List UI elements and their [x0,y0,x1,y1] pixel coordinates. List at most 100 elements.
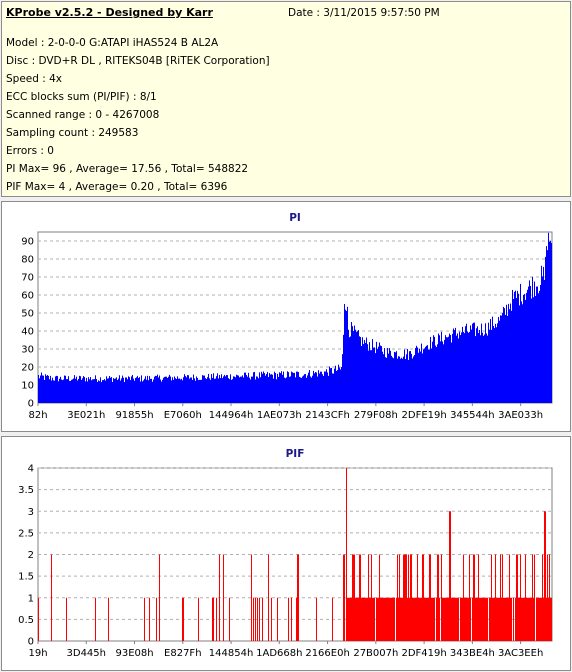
pi-bar [117,380,118,403]
pif-bar [513,597,514,641]
pif-bar [452,597,453,641]
pi-bar [399,356,400,403]
pif-bar [406,554,407,641]
pi-bar [183,377,184,403]
pi-bar [436,347,437,403]
x-tick-label: 2166E0h [305,648,349,659]
pi-bar [440,341,441,403]
pi-bar [87,381,88,403]
pi-bar [321,371,322,403]
pi-bar [176,378,177,403]
pi-bar [443,344,444,403]
pi-bar [360,337,361,403]
pi-bar [400,358,401,403]
pi-bar [186,377,187,403]
pi-bar [460,335,461,403]
pi-bar [95,375,96,403]
pi-bar [133,378,134,403]
pi-bar [545,256,546,403]
pi-bar [365,342,366,403]
pi-bar [505,314,506,403]
pi-bar [298,372,299,403]
pi-bar [427,345,428,403]
pi-bar [425,346,426,403]
ecc-line: ECC blocks sum (PI/PIF) : 8/1 [6,91,157,103]
pif-bar [516,554,517,641]
pi-bar [113,378,114,403]
pi-bar [407,348,408,403]
pi-bar [173,379,174,403]
pif-bar [510,597,511,641]
pi-bar [99,381,100,403]
pi-bar [299,376,300,403]
pif-bar [198,597,199,641]
pif-bar [259,597,260,641]
pif-bar [421,597,422,641]
pi-bar [191,377,192,403]
pi-bar [462,326,463,403]
pi-bar [535,295,536,403]
pif-bar [383,597,384,641]
pi-bar [527,289,528,403]
pi-bar [294,372,295,403]
pi-bar [263,371,264,403]
pif-bar [377,597,378,641]
pif-bar [362,597,363,641]
pif-bar [506,597,507,641]
pif-bar [365,597,366,641]
x-tick-label: 345544h [450,410,495,421]
pif-bar [527,597,528,641]
pi-bar [157,374,158,403]
pi-bar [205,378,206,403]
pi-bar [101,382,102,403]
pi-bar [364,339,365,403]
pif-bar [484,597,485,641]
pi-bar [447,337,448,403]
pi-bar [79,375,80,403]
pi-bar [228,378,229,403]
pif-bar [347,597,348,641]
pi-bar [531,298,532,403]
pi-bar [309,370,310,403]
y-tick-label: 30 [21,345,34,356]
pi-bar [392,357,393,403]
pi-bar [300,377,301,403]
pi-bar [313,370,314,403]
pi-bar [144,378,145,403]
pi-bar [496,327,497,403]
pif-bar [489,597,490,641]
pif-bar [363,597,364,641]
pif-bar [478,554,479,641]
pif-bar [396,597,397,641]
pif-bar [491,554,492,641]
pi-bar [513,298,514,403]
pi-bar [223,376,224,403]
pif-bar [374,597,375,641]
pif-bar [410,554,411,641]
pi-bar [316,372,317,403]
pif-bar [503,597,504,641]
pi-bar [355,329,356,403]
pi-bar [68,376,69,403]
pif-bar [509,554,510,641]
pi-bar [141,375,142,403]
pif-bar [475,597,476,641]
pi-bar [393,358,394,403]
pi-bar [175,378,176,403]
pi-bar [102,380,103,403]
y-tick-label: 80 [21,255,34,266]
pif-bar [499,597,500,641]
pi-bar [295,377,296,403]
pi-bar [57,376,58,403]
pif-bar [108,597,109,641]
pi-bar [247,376,248,403]
pi-bar [256,376,257,403]
pi-bar [272,374,273,403]
pi-bar [134,380,135,403]
pif-bar [38,597,39,641]
y-tick-label: 3 [28,507,34,518]
pi-bar [506,304,507,403]
pif-bar [481,597,482,641]
pi-bar [52,377,53,403]
pi-chart: PI 0 10 20 30 40 50 60 70 80 90 82h 3E021h 91855h E706… [21,212,553,421]
